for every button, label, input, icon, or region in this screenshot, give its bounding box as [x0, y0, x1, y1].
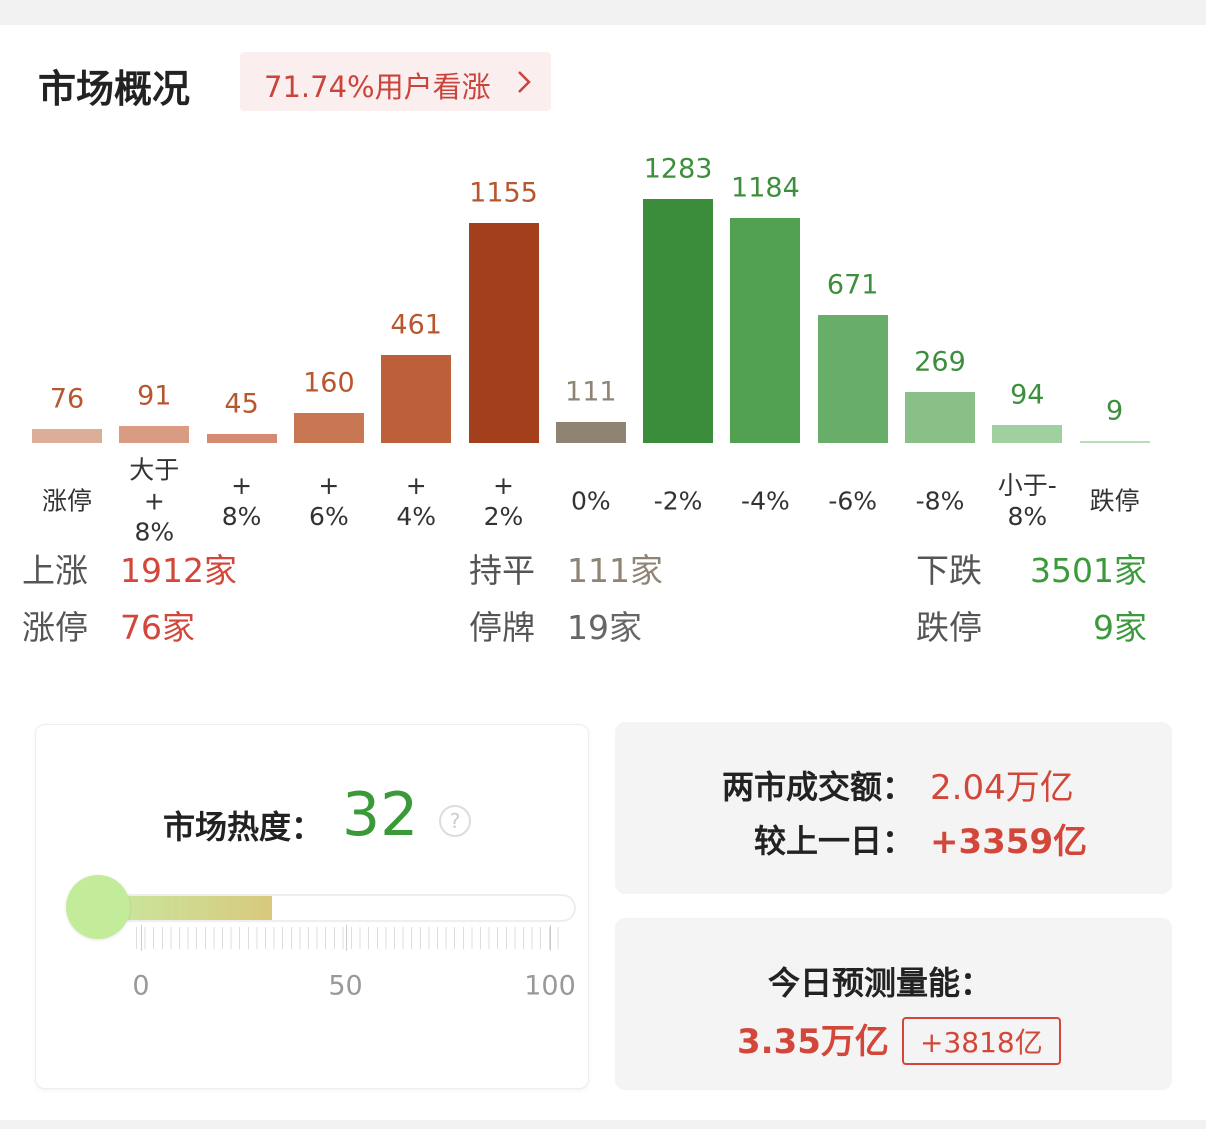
x-tick-label: 大于+8% [129, 455, 180, 547]
forecast-label: 今日预测量能： [768, 964, 993, 1002]
gauge-tick-label: 100 [524, 970, 576, 1002]
stat-label: 停牌 [469, 608, 535, 647]
x-tick-label: 跌停 [1089, 486, 1140, 516]
turnover-label: 两市成交额： [721, 768, 914, 806]
x-tick-label: -4% [741, 486, 790, 516]
value-label: 160 [303, 367, 355, 399]
sentiment-badge[interactable]: 71.74%用户看涨 [240, 52, 551, 111]
badge-text: 71.74%用户看涨 [264, 70, 491, 104]
value-label: 1184 [731, 172, 800, 204]
bar [643, 199, 714, 443]
x-tick-label: +4% [396, 471, 437, 531]
x-tick-label: -8% [915, 486, 965, 516]
bar [293, 412, 364, 443]
turnover-card [615, 722, 1172, 894]
gauge-minor-ticks [136, 927, 566, 949]
bar [555, 421, 626, 443]
x-tick-label: -2% [653, 486, 703, 516]
change-value: +3359亿 [930, 822, 1088, 862]
bar [905, 391, 975, 443]
x-tick-label: 小于-8% [997, 471, 1057, 531]
gauge-tick [345, 925, 347, 951]
chart: 76 涨停 91 大于+8% 45 +8% 160 +6% 461 +4% 1155 +2% 111 0%… [0, 140, 1206, 547]
x-tick-label: 0% [570, 486, 611, 516]
gauge-tick-label: 0 [132, 970, 150, 1002]
bar [32, 428, 102, 443]
chevron-icon [518, 71, 531, 93]
gauge-tick [141, 925, 142, 951]
bar [817, 315, 888, 443]
bar [992, 425, 1063, 443]
value-label: 111 [565, 376, 617, 408]
heat-label: 市场热度： [163, 808, 324, 846]
stat-value: 3501家 [1030, 551, 1147, 590]
bar [468, 223, 539, 443]
x-tick-label: +2% [483, 471, 524, 531]
bar [381, 355, 452, 443]
value-label: 1155 [469, 177, 538, 209]
stat-value: 76家 [120, 608, 195, 647]
bar [1079, 441, 1150, 443]
x-tick-label: +6% [309, 471, 349, 531]
value-label: 269 [914, 346, 966, 378]
forecast-card [615, 918, 1172, 1090]
change-label: 较上一日： [753, 822, 914, 860]
value-label: 9 [1106, 395, 1124, 427]
value-label: 91 [137, 380, 172, 412]
stat-label: 涨停 [22, 608, 88, 647]
value-label: 76 [49, 383, 85, 415]
gauge-tick [550, 925, 551, 951]
bar [119, 425, 190, 443]
gauge-tick-label: 50 [328, 970, 363, 1002]
help-icon[interactable]: ? [439, 805, 471, 837]
bar [730, 217, 801, 443]
stat-label: 持平 [469, 551, 535, 590]
value-label: 45 [224, 388, 259, 420]
stat-value: 19家 [567, 608, 642, 647]
turnover-value: 2.04万亿 [930, 768, 1074, 808]
heat-value: 32 [342, 780, 419, 850]
x-tick-label: 涨停 [41, 486, 92, 516]
gauge-knob [66, 875, 130, 939]
stat-value: 111家 [567, 551, 663, 590]
forecast-value: 3.35万亿 [737, 1022, 889, 1062]
forecast-change: +3818亿 [902, 1017, 1061, 1065]
stat-label: 下跌 [916, 551, 982, 590]
stat-value: 9家 [1093, 608, 1147, 647]
value-label: 461 [390, 309, 442, 341]
value-label: 671 [826, 269, 879, 301]
title: 市场概况 [38, 67, 191, 111]
stat-label: 跌停 [916, 608, 982, 647]
bar [206, 434, 277, 443]
value-label: 94 [1010, 379, 1045, 411]
stat-value: 1912家 [120, 551, 237, 590]
x-tick-label: +8% [221, 471, 262, 531]
value-label: 1283 [643, 153, 713, 185]
stat-label: 上涨 [22, 551, 88, 590]
x-tick-label: -6% [828, 486, 878, 516]
